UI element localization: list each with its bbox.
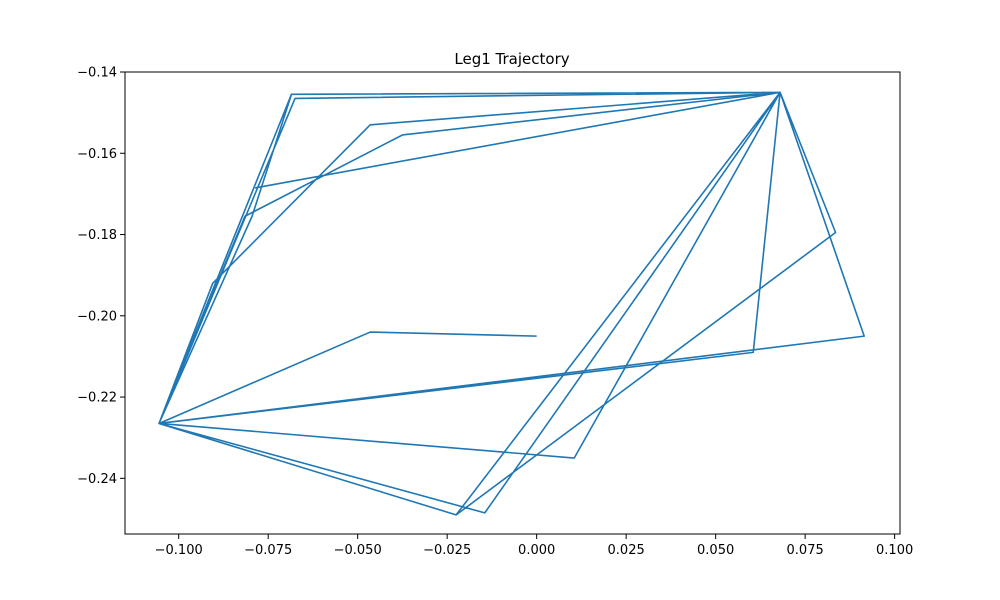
x-tick-label: −0.025 bbox=[423, 543, 471, 558]
x-tick-label: −0.075 bbox=[244, 543, 292, 558]
y-tick-label: −0.22 bbox=[77, 391, 117, 406]
plot-lines bbox=[158, 91, 866, 516]
y-axis-ticks: −0.14 −0.16 −0.18 −0.20 −0.22 −0.24 bbox=[77, 66, 125, 487]
y-tick-label: −0.24 bbox=[77, 472, 117, 487]
x-tick-label: 0.050 bbox=[697, 543, 734, 558]
x-axis-ticks: −0.100 −0.075 −0.050 −0.025 0.000 0.025 0.050 0… bbox=[155, 534, 913, 558]
x-tick-label: 0.075 bbox=[787, 543, 824, 558]
y-tick-label: −0.14 bbox=[77, 66, 117, 81]
x-tick-label: 0.100 bbox=[876, 543, 913, 558]
trajectory-line-0 bbox=[158, 91, 866, 516]
x-tick-label: −0.050 bbox=[334, 543, 382, 558]
y-tick-label: −0.18 bbox=[77, 228, 117, 243]
y-tick-label: −0.16 bbox=[77, 147, 117, 162]
chart-title: Leg1 Trajectory bbox=[454, 50, 569, 68]
plot-frame bbox=[124, 71, 901, 535]
x-tick-label: −0.100 bbox=[155, 543, 203, 558]
x-tick-label: 0.000 bbox=[518, 543, 555, 558]
y-tick-label: −0.20 bbox=[77, 309, 117, 324]
x-tick-label: 0.025 bbox=[608, 543, 645, 558]
